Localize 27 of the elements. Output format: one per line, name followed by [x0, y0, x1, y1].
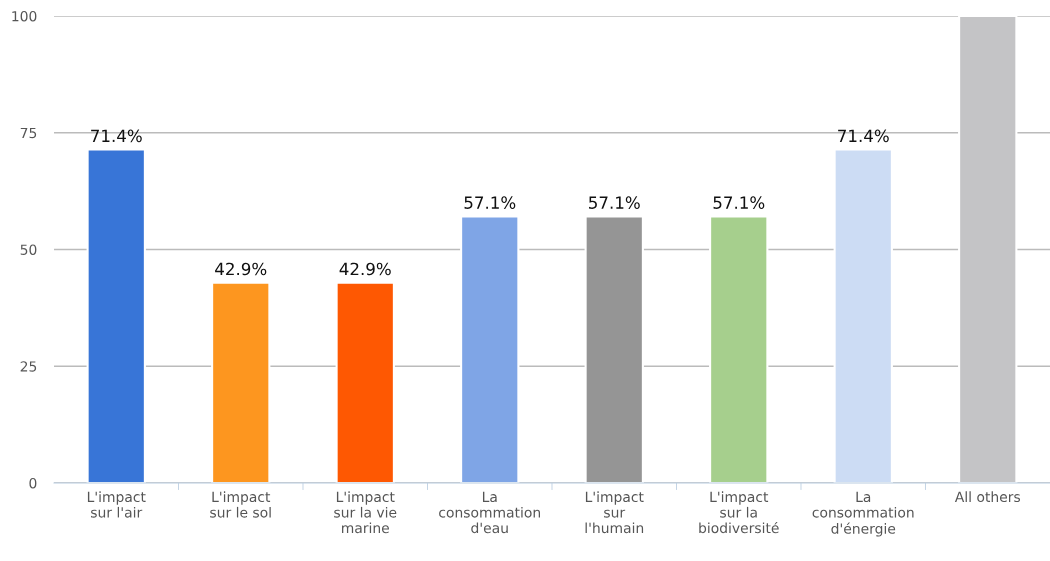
x-tick-label: L'impact sur la vie marine — [334, 491, 397, 534]
data-label: 42.9% — [215, 262, 267, 276]
data-label: 71.4% — [91, 129, 142, 143]
data-label: 57.1% — [589, 196, 640, 209]
x-tick-label: L'impact sur le sol — [210, 491, 271, 518]
data-label: 57.1% — [713, 196, 765, 209]
bar — [86, 148, 146, 483]
y-tick-label: 75 — [20, 127, 37, 139]
bar — [335, 281, 395, 483]
y-tick-label: 50 — [20, 244, 37, 255]
bar — [584, 215, 644, 483]
x-tick-label: La consommation d'eau — [439, 491, 540, 534]
bar — [460, 215, 520, 483]
x-tick-label: L'impact sur la biodiversité — [699, 491, 779, 534]
y-tick-label: 0 — [29, 477, 37, 489]
y-tick-label: 25 — [20, 361, 37, 372]
data-label: 57.1% — [464, 196, 516, 209]
x-tick-label: All others — [954, 491, 1021, 503]
bar — [211, 281, 271, 483]
x-tick-label: La consommation d'énergie — [812, 491, 914, 537]
data-label: 42.9% — [339, 262, 391, 276]
x-tick-label: L'impact sur l'air — [87, 491, 146, 518]
x-tick-label: L'impact sur l'humain — [585, 491, 644, 534]
y-tick-label: 100 — [12, 10, 37, 22]
bar — [709, 215, 769, 483]
data-label: 71.4% — [838, 129, 889, 143]
bar — [833, 148, 893, 483]
